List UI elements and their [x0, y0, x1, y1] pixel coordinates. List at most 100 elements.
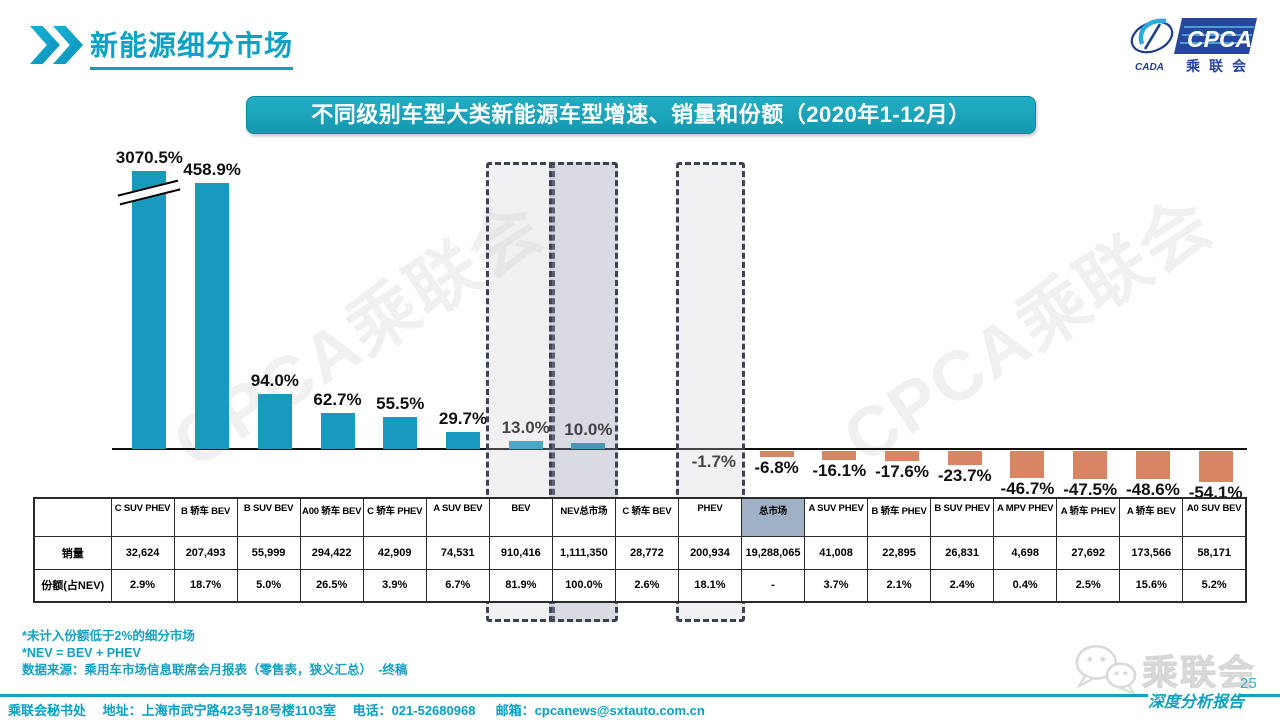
- footnote: *未计入份额低于2%的细分市场: [22, 629, 195, 643]
- table-cell-share: 18.1%: [677, 568, 742, 603]
- bar-value-label: -46.7%: [1000, 479, 1055, 499]
- bar-BEV: [508, 441, 543, 449]
- table-header-cell: B 轿车 PHEV: [867, 497, 932, 537]
- table-cell-share: 2.1%: [867, 568, 932, 603]
- bar-value-label: -47.5%: [1063, 479, 1118, 499]
- page-title: 新能源细分市场: [90, 24, 294, 70]
- table-cell-sales: 74,531: [425, 535, 490, 570]
- data-table: C SUV PHEV B 轿车 BEV B SUV BEV A00 轿车 BEV C 轿…: [33, 497, 1247, 603]
- table-cell-sales: 19,288,065: [740, 535, 806, 570]
- table-cell-share: 18.7%: [173, 568, 238, 603]
- table-cell-sales: 28,772: [614, 535, 679, 570]
- bar-C SUV PHEV: [132, 171, 167, 449]
- table-cell-share: 2.5%: [1056, 568, 1121, 603]
- table-row-label-sales: 销量: [33, 535, 112, 570]
- table-cell-sales: 27,692: [1056, 535, 1121, 570]
- table-cell-share: 2.9%: [110, 568, 175, 603]
- table-header-cell: C 轿车 BEV: [614, 497, 679, 537]
- table-cell-share: -: [740, 568, 806, 603]
- bar-value-label: 458.9%: [183, 159, 241, 179]
- svg-text:乘联会: 乘联会: [1185, 58, 1255, 74]
- bar-B SUV BEV: [257, 394, 292, 449]
- x-axis-line: [112, 448, 1247, 450]
- bar-value-label: -48.6%: [1125, 480, 1180, 500]
- bar-C 轿车 PHEV: [383, 416, 418, 449]
- bar-value-label: -6.8%: [754, 458, 799, 477]
- svg-text:CADA: CADA: [1135, 62, 1164, 73]
- table-header-cell: C 轿车 PHEV: [362, 497, 427, 537]
- wechat-logo: 乘联会: [1072, 642, 1256, 698]
- table-cell-share: 3.9%: [362, 568, 427, 603]
- table-cell-share: 5.0%: [236, 568, 301, 603]
- table-header-cell: B SUV PHEV: [930, 497, 995, 537]
- table-cell-sales: 207,493: [173, 535, 238, 570]
- table-cell-share: 6.7%: [425, 568, 490, 603]
- table-cell-share: 5.2%: [1182, 568, 1247, 603]
- footer-divider: [0, 694, 1148, 697]
- bar-B 轿车 PHEV: [885, 451, 920, 462]
- table-header-cell: 总市场: [740, 497, 806, 537]
- table-cell-share: 15.6%: [1119, 568, 1184, 603]
- bar-value-label: 55.5%: [376, 393, 425, 413]
- table-cell-share: 2.6%: [614, 568, 679, 603]
- table-row: 销量 32,624 207,493 55,999 294,422 42,909 74,531…: [33, 535, 1247, 570]
- table-cell-share: 100.0%: [551, 568, 616, 603]
- bar-value-label: -23.7%: [937, 465, 992, 485]
- table-header-cell: A SUV PHEV: [804, 497, 869, 537]
- table-cell-sales: 294,422: [299, 535, 364, 570]
- table-cell-share: 81.9%: [488, 568, 553, 603]
- table-header-cell: BEV: [488, 497, 553, 537]
- bar-A00 轿车 BEV: [320, 412, 355, 449]
- table-header-cell: A SUV BEV: [425, 497, 490, 537]
- table-cell-sales: 55,999: [236, 535, 301, 570]
- table-cell-share: 3.7%: [804, 568, 869, 603]
- table-row: 份额(占NEV) 2.9% 18.7% 5.0% 26.5% 3.9% 6.7% 81.9% 1…: [33, 568, 1247, 603]
- table-header-cell: A MPV PHEV: [993, 497, 1058, 537]
- bar-总市场: [759, 451, 794, 457]
- bar-value-label: -1.7%: [691, 452, 737, 471]
- table-header-cell: B SUV BEV: [236, 497, 301, 537]
- table-cell-share: 2.4%: [930, 568, 995, 603]
- bar-value-label: 62.7%: [313, 389, 362, 409]
- table-cell-sales: 32,624: [110, 535, 175, 570]
- table-header-cell: A00 轿车 BEV: [299, 497, 364, 537]
- footnotes: *未计入份额低于2%的细分市场 *NEV = BEV + PHEV 数据来源：乘…: [22, 628, 407, 679]
- table-cell-sales: 173,566: [1119, 535, 1184, 570]
- table-row: C SUV PHEV B 轿车 BEV B SUV BEV A00 轿车 BEV C 轿…: [33, 497, 1247, 537]
- bar-NEV总市场: [571, 443, 606, 449]
- cpca-logo-icon: CADA CPCA 乘联会: [1130, 18, 1257, 74]
- table-cell-sales: 26,831: [930, 535, 995, 570]
- table-cell-share: 0.4%: [993, 568, 1058, 603]
- table-header-cell: C SUV PHEV: [110, 497, 175, 537]
- table-corner-cell: [33, 497, 112, 537]
- bar-value-label: -17.6%: [875, 462, 929, 482]
- table-header-cell: NEV总市场: [551, 497, 616, 537]
- table-header-cell: B 轿车 BEV: [173, 497, 238, 537]
- bar-A 轿车 PHEV: [1073, 451, 1108, 479]
- bar-value-label: 29.7%: [438, 408, 488, 428]
- table-header-cell: A 轿车 BEV: [1119, 497, 1184, 537]
- bar-A SUV PHEV: [822, 451, 857, 461]
- bar-value-label: 94.0%: [250, 371, 299, 391]
- bar-B SUV PHEV: [947, 451, 982, 465]
- page-number: 25: [1240, 675, 1257, 692]
- table-cell-sales: 41,008: [804, 535, 869, 570]
- bar-B 轿车 BEV: [195, 182, 230, 449]
- svg-text:CPCA: CPCA: [1187, 26, 1252, 52]
- bar-A MPV PHEV: [1010, 451, 1045, 479]
- bar-value-label: -16.1%: [812, 461, 867, 481]
- table-row-label-share: 份额(占NEV): [33, 568, 112, 603]
- cpca-logo: CADA CPCA 乘联会: [1126, 14, 1258, 79]
- table-header-cell: PHEV: [677, 497, 742, 537]
- footer-divider: [1240, 694, 1280, 697]
- table-cell-sales: 910,416: [488, 535, 553, 570]
- chevron-right-icon: [30, 26, 60, 64]
- bar-A 轿车 BEV: [1135, 451, 1170, 480]
- bar-value-label: 10.0%: [564, 420, 613, 440]
- wechat-logo-label: 乘联会: [1141, 652, 1257, 694]
- wechat-icon: [1075, 645, 1137, 696]
- chart-title: 不同级别车型大类新能源车型增速、销量和份额（2020年1-12月）: [246, 96, 1036, 134]
- table-cell-sales: 4,698: [993, 535, 1058, 570]
- bar-A0 SUV BEV: [1198, 451, 1233, 483]
